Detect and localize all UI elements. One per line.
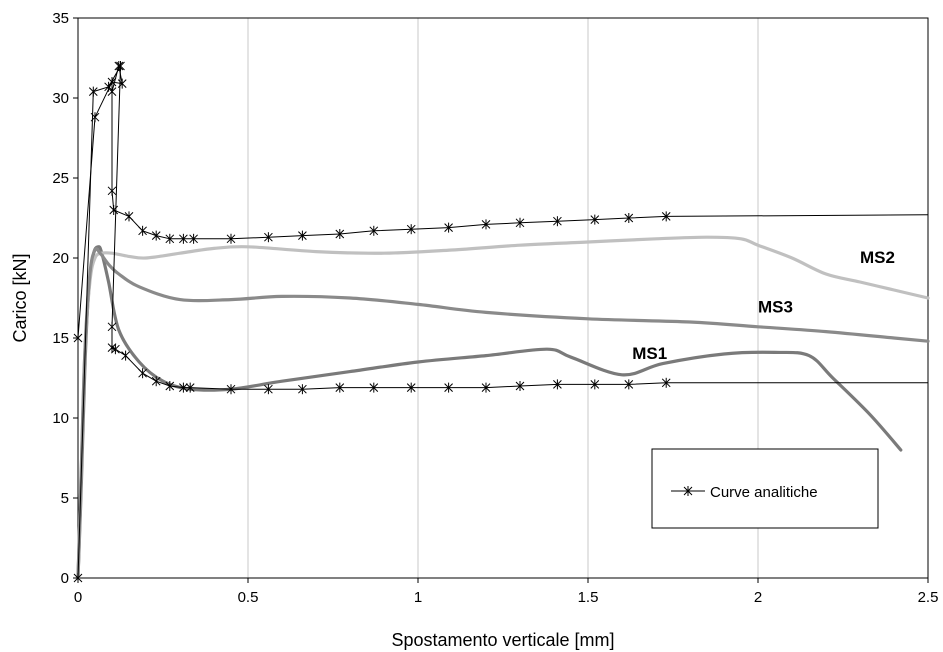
x-axis-title: Spostamento verticale [mm] xyxy=(391,630,614,650)
series-extension-line xyxy=(666,214,929,217)
data-point-marker xyxy=(104,81,113,92)
data-point-marker xyxy=(590,214,600,225)
series-label-ms2: MS2 xyxy=(860,248,895,267)
y-tick-label: 30 xyxy=(52,90,69,107)
y-tick-label: 20 xyxy=(52,250,69,267)
data-point-marker xyxy=(553,379,562,390)
data-point-marker xyxy=(335,229,345,239)
data-point-marker xyxy=(124,211,134,222)
series-layer xyxy=(73,61,930,583)
data-point-marker xyxy=(107,342,117,353)
series-line-ms2 xyxy=(76,235,930,580)
data-point-marker xyxy=(298,384,307,395)
x-tick-label: 0.5 xyxy=(238,589,259,606)
data-point-marker xyxy=(515,381,525,391)
data-point-marker xyxy=(590,379,600,390)
data-point-marker xyxy=(151,230,161,241)
data-point-marker xyxy=(406,382,416,393)
data-point-marker xyxy=(185,382,195,393)
data-point-marker xyxy=(661,377,671,388)
data-point-marker xyxy=(298,230,307,241)
data-point-marker xyxy=(179,233,188,244)
x-tick-label: 1 xyxy=(414,589,422,606)
y-tick-label: 15 xyxy=(52,330,69,347)
series-line-analitiche xyxy=(77,65,667,579)
data-point-marker xyxy=(111,344,120,355)
data-point-marker xyxy=(369,382,379,393)
legend-box xyxy=(651,448,879,529)
data-point-marker xyxy=(138,368,147,379)
data-point-marker xyxy=(138,225,147,236)
legend-symbol xyxy=(671,486,705,496)
data-point-marker xyxy=(444,222,453,233)
y-axis-title: Carico [kN] xyxy=(10,253,30,342)
data-point-marker xyxy=(107,185,117,196)
y-tick-label: 5 xyxy=(61,490,69,507)
series-analitiche xyxy=(73,61,928,583)
series-analitiche xyxy=(73,61,929,343)
y-tick-label: 10 xyxy=(52,410,69,427)
data-point-marker xyxy=(109,205,119,215)
data-point-marker xyxy=(107,321,117,332)
data-point-marker xyxy=(515,217,525,228)
data-point-marker xyxy=(107,86,117,97)
data-point-marker xyxy=(661,211,671,222)
y-tick-label: 25 xyxy=(52,170,69,187)
data-point-marker xyxy=(165,381,175,391)
axis-ticks: 0 5 10 15 20 25 30 35 0 0.5 1 1.5 2 2.5 xyxy=(52,10,938,606)
data-point-marker xyxy=(165,233,175,244)
data-point-marker xyxy=(624,379,634,390)
legend-entry: Curve analitiche xyxy=(710,484,818,501)
x-tick-label: 0 xyxy=(74,589,82,606)
data-point-marker xyxy=(116,61,125,71)
y-tick-label: 0 xyxy=(61,570,69,587)
data-point-marker xyxy=(189,233,198,244)
legend: Curve analitiche xyxy=(651,448,879,529)
series-label-ms1: MS1 xyxy=(632,344,667,363)
data-point-marker xyxy=(226,384,236,395)
data-point-marker xyxy=(624,213,634,223)
series-labels: MS1 MS2 MS3 xyxy=(632,248,895,363)
data-point-marker xyxy=(264,384,273,395)
x-tick-label: 1.5 xyxy=(578,589,599,606)
data-point-marker xyxy=(264,232,273,243)
series-label-ms3: MS3 xyxy=(758,297,793,316)
series-line-ms3 xyxy=(76,247,930,580)
data-point-marker xyxy=(335,382,345,393)
data-point-marker xyxy=(553,216,562,227)
data-point-marker xyxy=(444,382,453,393)
legend-marker xyxy=(683,486,693,496)
data-point-marker xyxy=(121,350,130,361)
data-point-marker xyxy=(151,376,161,387)
y-tick-label: 35 xyxy=(52,10,69,27)
data-point-marker xyxy=(179,382,188,393)
data-point-marker xyxy=(369,225,379,236)
data-point-marker xyxy=(406,224,416,235)
data-point-marker xyxy=(481,219,491,230)
data-point-marker xyxy=(226,233,236,244)
data-point-marker xyxy=(88,86,98,97)
x-tick-label: 2 xyxy=(754,589,762,606)
data-point-marker xyxy=(481,382,491,393)
x-tick-label: 2.5 xyxy=(918,589,939,606)
